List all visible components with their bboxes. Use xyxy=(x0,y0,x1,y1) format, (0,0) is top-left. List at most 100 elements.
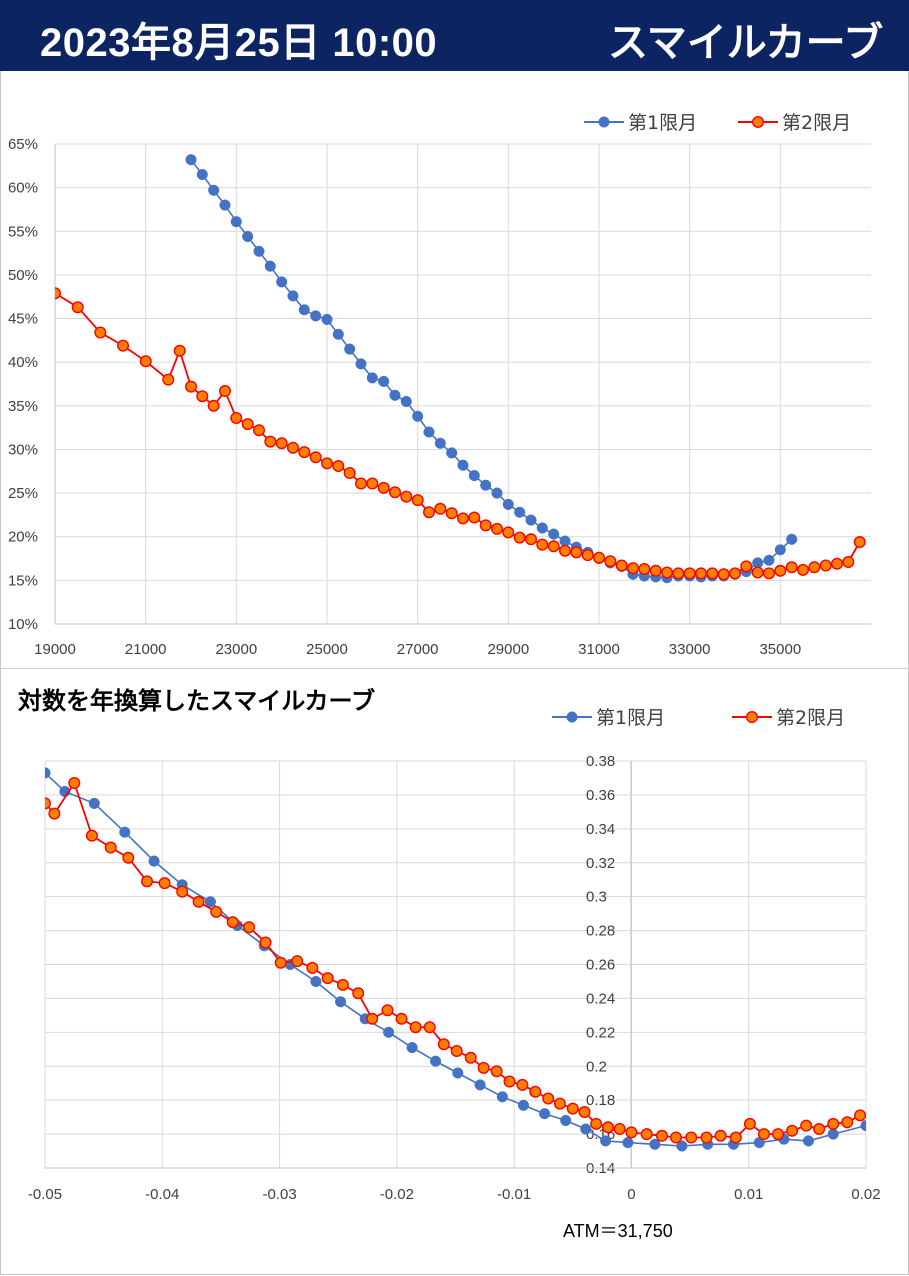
data-point-series-2 xyxy=(695,567,708,580)
data-point-series-2 xyxy=(740,560,753,573)
data-point-series-2 xyxy=(287,441,300,454)
data-point-series-1 xyxy=(148,855,160,867)
x-tick-label: 31000 xyxy=(578,641,620,658)
data-point-series-2 xyxy=(813,1123,826,1136)
data-point-series-1 xyxy=(474,1079,486,1091)
legend-marker-1 xyxy=(566,711,578,723)
data-point-series-1 xyxy=(400,395,412,408)
data-point-series-2 xyxy=(389,486,402,499)
data-point-series-2 xyxy=(241,418,254,431)
data-point-series-1 xyxy=(321,313,333,325)
data-point-series-2 xyxy=(763,567,776,580)
data-point-series-2 xyxy=(450,1045,463,1058)
data-point-series-1 xyxy=(517,1099,530,1111)
y-tick-label: 40% xyxy=(8,354,38,371)
y-tick-label: 35% xyxy=(8,398,38,415)
data-point-series-2 xyxy=(275,437,288,450)
legend-label-1: 第1限月 xyxy=(596,707,665,729)
data-point-series-2 xyxy=(139,355,152,368)
data-point-series-2 xyxy=(45,797,51,810)
data-point-series-2 xyxy=(553,1097,566,1110)
data-point-series-2 xyxy=(162,373,175,386)
data-point-series-2 xyxy=(409,1021,422,1034)
data-point-series-2 xyxy=(655,1129,668,1142)
y-tick-label: 0.18 xyxy=(586,1092,615,1109)
data-point-series-2 xyxy=(604,555,617,568)
data-point-series-1 xyxy=(457,459,469,471)
x-tick-label: 21000 xyxy=(125,641,167,658)
data-point-series-2 xyxy=(243,921,256,934)
data-point-series-2 xyxy=(196,390,209,403)
data-point-series-1 xyxy=(196,168,208,181)
data-point-series-2 xyxy=(434,502,447,515)
data-point-series-1 xyxy=(622,1137,634,1149)
data-point-series-2 xyxy=(808,561,821,574)
data-point-series-2 xyxy=(670,1131,683,1144)
data-point-series-1 xyxy=(430,1055,442,1067)
data-point-series-2 xyxy=(615,559,628,572)
x-tick-label: 33000 xyxy=(669,641,711,658)
data-point-series-1 xyxy=(536,522,548,534)
data-point-series-2 xyxy=(400,490,413,503)
data-point-series-2 xyxy=(468,511,481,524)
data-point-series-2 xyxy=(423,506,436,519)
data-point-series-2 xyxy=(411,494,424,507)
data-point-series-1 xyxy=(88,797,100,809)
data-point-series-1 xyxy=(774,544,786,556)
data-point-series-2 xyxy=(377,481,390,494)
y-tick-label: 0.34 xyxy=(586,821,615,838)
data-point-series-1 xyxy=(827,1128,839,1140)
data-point-series-1 xyxy=(298,304,310,316)
data-point-series-1 xyxy=(548,528,560,540)
data-point-series-2 xyxy=(173,344,186,357)
plot-area xyxy=(45,767,866,1152)
data-point-series-1 xyxy=(406,1042,418,1054)
data-point-series-2 xyxy=(772,1128,785,1141)
data-point-series-1 xyxy=(287,290,299,302)
y-tick-label: 0.38 xyxy=(586,753,615,770)
data-point-series-2 xyxy=(226,916,239,929)
data-point-series-2 xyxy=(477,1061,490,1074)
header-title: スマイルカーブ xyxy=(608,21,884,65)
header-bar: 2023年8月25日 10:00 スマイルカーブ xyxy=(0,0,909,71)
x-tick-label: 23000 xyxy=(215,641,257,658)
data-point-series-2 xyxy=(210,905,223,918)
data-point-series-2 xyxy=(786,1124,799,1137)
data-point-series-2 xyxy=(516,1078,529,1091)
legend-marker-2 xyxy=(752,116,765,129)
data-point-series-2 xyxy=(184,380,197,393)
data-point-series-2 xyxy=(491,522,504,535)
data-point-series-2 xyxy=(853,536,866,549)
y-tick-label: 0.32 xyxy=(586,855,615,872)
data-point-series-2 xyxy=(640,1128,653,1141)
plot-area xyxy=(55,154,866,584)
x-tick-label: 27000 xyxy=(397,641,439,658)
data-point-series-1 xyxy=(539,1108,551,1120)
data-point-series-2 xyxy=(122,851,135,864)
data-point-series-1 xyxy=(802,1135,815,1147)
data-point-series-2 xyxy=(445,507,458,520)
data-point-series-2 xyxy=(627,562,640,575)
atm-annotation: ATM＝31,750 xyxy=(563,1221,673,1241)
data-point-series-2 xyxy=(352,987,365,1000)
data-point-series-2 xyxy=(529,1085,542,1098)
data-point-series-2 xyxy=(593,551,606,564)
data-point-series-2 xyxy=(559,544,572,557)
data-point-series-1 xyxy=(468,470,480,482)
data-point-series-2 xyxy=(298,446,311,459)
data-point-series-2 xyxy=(321,457,334,470)
data-point-series-2 xyxy=(570,546,583,559)
data-point-series-1 xyxy=(525,514,537,526)
chart-2-title: 対数を年換算したスマイルカーブ xyxy=(18,688,376,715)
data-point-series-2 xyxy=(566,1102,579,1115)
data-point-series-1 xyxy=(119,826,131,838)
data-point-series-2 xyxy=(685,1131,698,1144)
data-point-series-2 xyxy=(774,564,787,577)
data-point-series-2 xyxy=(729,1131,742,1144)
x-tick-label: 19000 xyxy=(34,641,76,658)
data-point-series-1 xyxy=(786,533,798,545)
data-point-series-2 xyxy=(800,1119,813,1132)
data-point-series-1 xyxy=(264,260,276,272)
data-point-series-1 xyxy=(335,996,347,1008)
data-point-series-2 xyxy=(336,978,349,991)
